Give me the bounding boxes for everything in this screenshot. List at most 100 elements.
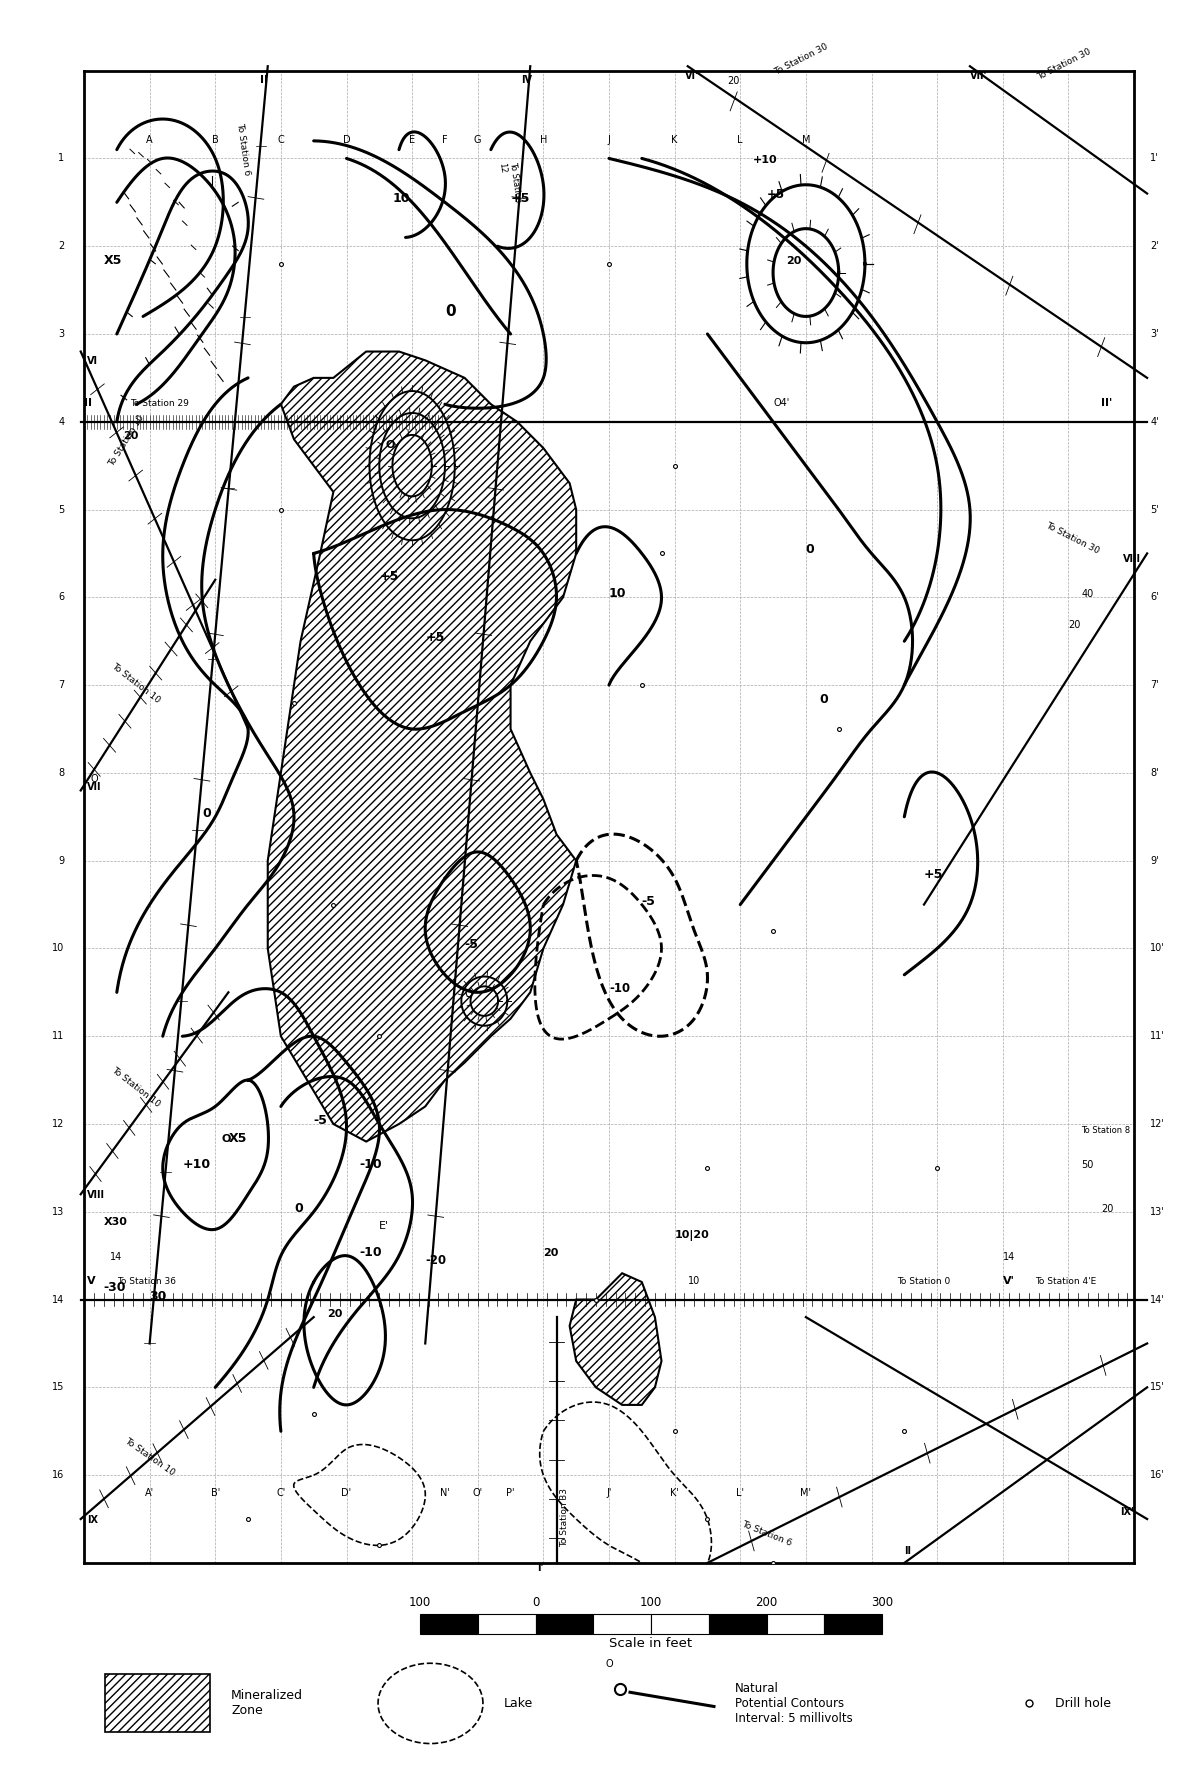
Text: 2: 2 <box>58 242 65 251</box>
Text: 100: 100 <box>640 1596 662 1609</box>
Text: +10: +10 <box>754 155 778 164</box>
Text: I': I' <box>538 1563 544 1574</box>
Text: N': N' <box>440 1489 450 1498</box>
Text: To Station 10: To Station 10 <box>107 413 146 468</box>
Text: To Station 30: To Station 30 <box>1036 46 1092 81</box>
Text: L': L' <box>737 1489 744 1498</box>
Text: X5: X5 <box>228 1132 247 1144</box>
Text: 4: 4 <box>58 417 65 427</box>
Text: 16': 16' <box>1151 1469 1165 1480</box>
Text: 12: 12 <box>52 1120 65 1128</box>
Text: 15: 15 <box>52 1383 65 1392</box>
Text: 1: 1 <box>58 154 65 164</box>
Bar <box>767 1614 824 1634</box>
Text: 40: 40 <box>1081 590 1093 599</box>
Text: To Station 8: To Station 8 <box>1081 1125 1130 1136</box>
Text: +5: +5 <box>379 570 398 583</box>
Text: 10: 10 <box>52 943 65 954</box>
Text: 5: 5 <box>58 505 65 514</box>
Text: C: C <box>277 136 284 145</box>
Text: X5: X5 <box>103 254 122 267</box>
Text: To Station 10: To Station 10 <box>110 1065 162 1109</box>
Text: 7: 7 <box>58 680 65 691</box>
Text: 3: 3 <box>58 328 65 339</box>
Text: 14: 14 <box>52 1294 65 1305</box>
Text: 200: 200 <box>755 1596 778 1609</box>
Text: 20: 20 <box>1068 620 1081 630</box>
Bar <box>535 1614 593 1634</box>
Text: L: L <box>738 136 743 145</box>
Text: 20: 20 <box>326 1309 342 1319</box>
Text: VI: VI <box>88 357 98 366</box>
Bar <box>478 1614 535 1634</box>
Text: IV: IV <box>522 74 533 85</box>
Bar <box>650 1614 709 1634</box>
Text: D: D <box>343 136 350 145</box>
Text: +5: +5 <box>425 630 445 645</box>
Text: To Station 30: To Station 30 <box>1044 521 1102 556</box>
Text: 0: 0 <box>294 1203 302 1215</box>
Text: E': E' <box>379 1222 390 1231</box>
Text: VII: VII <box>88 782 102 791</box>
Text: D': D' <box>342 1489 352 1498</box>
Text: 100: 100 <box>409 1596 431 1609</box>
Text: 16: 16 <box>52 1469 65 1480</box>
Text: X30: X30 <box>103 1217 127 1227</box>
Text: To Station
12: To Station 12 <box>498 161 522 205</box>
Text: 11: 11 <box>52 1031 65 1042</box>
Text: VII': VII' <box>970 71 988 81</box>
Text: 20: 20 <box>1102 1204 1114 1213</box>
Text: Lake: Lake <box>504 1697 533 1709</box>
Text: -10: -10 <box>610 982 630 996</box>
Text: 0: 0 <box>806 544 815 556</box>
Bar <box>420 1614 478 1634</box>
Text: Mineralized
Zone: Mineralized Zone <box>230 1690 302 1717</box>
Text: 6': 6' <box>1151 592 1159 602</box>
Text: B: B <box>212 136 218 145</box>
Text: 10: 10 <box>610 588 626 600</box>
Text: 15': 15' <box>1151 1383 1165 1392</box>
Text: +5: +5 <box>924 869 943 881</box>
Text: 6: 6 <box>58 592 65 602</box>
Text: 10: 10 <box>392 192 410 205</box>
Text: 4': 4' <box>1151 417 1159 427</box>
Bar <box>709 1614 767 1634</box>
Text: VIII: VIII <box>88 1190 106 1199</box>
Text: 8': 8' <box>1151 768 1159 777</box>
Bar <box>593 1614 652 1634</box>
Text: 0: 0 <box>202 807 211 819</box>
Text: 9: 9 <box>58 857 65 865</box>
Text: M': M' <box>800 1489 811 1498</box>
Text: 30: 30 <box>150 1289 167 1303</box>
Text: 20: 20 <box>727 76 739 87</box>
Text: II: II <box>84 397 92 408</box>
Text: J: J <box>607 136 611 145</box>
Polygon shape <box>570 1273 661 1406</box>
Text: To Station 6: To Station 6 <box>740 1519 793 1547</box>
Text: IX': IX' <box>1120 1506 1134 1517</box>
Text: 0: 0 <box>532 1596 539 1609</box>
Text: V: V <box>88 1275 96 1286</box>
Text: -10: -10 <box>360 1158 383 1171</box>
Text: O: O <box>90 774 98 784</box>
Text: 8: 8 <box>58 768 65 777</box>
Text: -30: -30 <box>103 1280 126 1294</box>
Text: 20: 20 <box>544 1247 559 1257</box>
Text: To Station 0: To Station 0 <box>898 1277 950 1286</box>
Text: 14: 14 <box>110 1252 122 1263</box>
Text: 10|20: 10|20 <box>674 1231 709 1241</box>
Text: Drill hole: Drill hole <box>1055 1697 1111 1709</box>
Text: O': O' <box>473 1489 482 1498</box>
Text: 0: 0 <box>445 304 456 320</box>
Text: To Station 4'E: To Station 4'E <box>1036 1277 1097 1286</box>
Text: G: G <box>474 136 481 145</box>
Text: O: O <box>386 440 395 450</box>
Text: II': II' <box>1102 397 1112 408</box>
Text: 14': 14' <box>1151 1294 1165 1305</box>
Text: To Station 29: To Station 29 <box>130 399 188 408</box>
Text: 20: 20 <box>124 431 139 442</box>
Text: K: K <box>672 136 678 145</box>
Text: VI': VI' <box>684 71 698 81</box>
Text: 300: 300 <box>871 1596 893 1609</box>
Text: 9': 9' <box>1151 857 1159 865</box>
